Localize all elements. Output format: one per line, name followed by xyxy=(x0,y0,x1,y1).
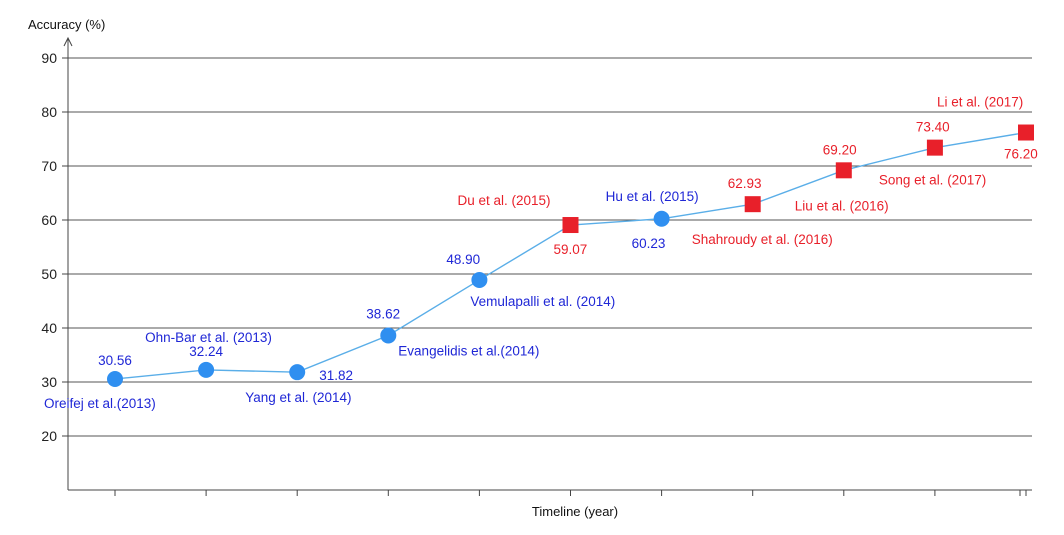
data-point-square-9 xyxy=(835,162,852,179)
data-label-value-8: 62.93 xyxy=(728,176,762,191)
y-tick-label-80: 80 xyxy=(41,104,57,120)
data-label-name-11: Li et al. (2017) xyxy=(937,95,1023,110)
data-label-name-10: Song et al. (2017) xyxy=(879,173,986,188)
x-axis-title: Timeline (year) xyxy=(532,504,618,519)
data-point-square-10 xyxy=(926,139,943,156)
data-label-name-1: Oreifej et al.(2013) xyxy=(44,396,156,411)
data-label-value-2: 32.24 xyxy=(189,344,223,359)
y-tick-label-70: 70 xyxy=(41,158,57,174)
y-tick-label-60: 60 xyxy=(41,212,57,228)
data-label-value-11: 76.20 xyxy=(1004,147,1038,162)
data-point-square-11 xyxy=(1018,124,1034,141)
y-tick-label-20: 20 xyxy=(41,428,57,444)
data-label-value-7: 60.23 xyxy=(632,236,666,251)
data-label-name-7: Hu et al. (2015) xyxy=(606,189,699,204)
y-axis-arrow xyxy=(63,36,73,47)
data-point-circle-4 xyxy=(380,327,397,344)
data-label-value-3: 31.82 xyxy=(319,368,353,383)
data-point-circle-7 xyxy=(653,210,670,227)
data-point-square-6 xyxy=(562,217,579,234)
axis-layer: 20 30 40 50 60 70 80 90 xyxy=(41,36,1032,496)
data-label-name-3: Yang et al. (2014) xyxy=(245,390,351,405)
series-layer xyxy=(107,124,1034,387)
data-label-name-5: Vemulapalli et al. (2014) xyxy=(470,294,615,309)
data-label-name-6: Du et al. (2015) xyxy=(458,193,551,208)
y-tick-label-40: 40 xyxy=(41,320,57,336)
data-label-value-6: 59.07 xyxy=(554,242,588,257)
data-label-name-4: Evangelidis et al.(2014) xyxy=(398,343,539,358)
data-label-value-10: 73.40 xyxy=(916,120,950,135)
data-label-value-4: 38.62 xyxy=(366,306,400,321)
data-label-name-8: Shahroudy et al. (2016) xyxy=(692,232,833,247)
y-axis-title: Accuracy (%) xyxy=(28,17,105,32)
data-point-circle-3 xyxy=(289,364,306,381)
y-tick-label-30: 30 xyxy=(41,374,57,390)
grid-layer xyxy=(68,57,1032,437)
data-point-circle-1 xyxy=(107,370,123,387)
data-label-name-2: Ohn-Bar et al. (2013) xyxy=(145,330,272,345)
y-tick-label-50: 50 xyxy=(41,266,57,282)
data-point-square-8 xyxy=(744,196,761,213)
data-label-value-5: 48.90 xyxy=(446,252,480,267)
data-label-name-9: Liu et al. (2016) xyxy=(795,198,889,213)
data-point-circle-2 xyxy=(198,361,215,378)
data-label-value-1: 30.56 xyxy=(98,353,132,368)
data-point-circle-5 xyxy=(471,271,488,288)
y-tick-label-90: 90 xyxy=(41,50,57,66)
data-label-value-9: 69.20 xyxy=(823,142,857,157)
